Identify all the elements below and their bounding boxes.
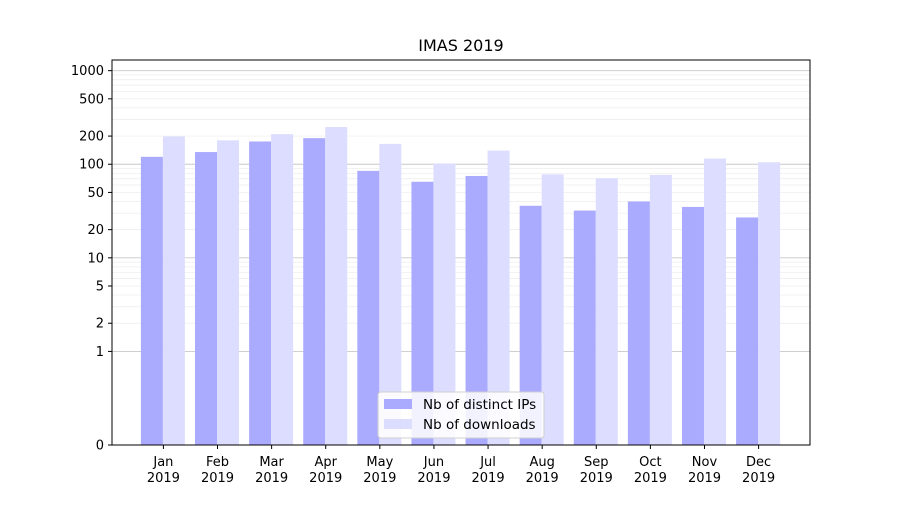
- y-tick-label: 500: [79, 92, 104, 107]
- y-tick-label: 10: [87, 251, 104, 266]
- x-tick-label-month: Dec: [746, 455, 771, 470]
- bar-downloads: [325, 127, 348, 445]
- x-tick-label-year: 2019: [201, 471, 234, 486]
- x-tick-label-month: Apr: [314, 455, 337, 470]
- y-tick-label: 1000: [71, 64, 104, 79]
- bar-distinct-ips: [465, 175, 488, 445]
- legend-swatch: [384, 419, 412, 429]
- bar-downloads: [595, 178, 618, 445]
- bar-downloads: [379, 143, 402, 445]
- x-tick-label-year: 2019: [417, 471, 450, 486]
- x-tick-label-year: 2019: [580, 471, 613, 486]
- bar-downloads: [649, 174, 672, 445]
- y-tick-label: 20: [87, 223, 104, 238]
- bar-downloads: [541, 174, 564, 445]
- bar-downloads: [487, 150, 510, 445]
- x-tick-label-month: Jun: [423, 455, 444, 470]
- bar-distinct-ips: [303, 138, 326, 446]
- bar-distinct-ips: [573, 210, 596, 445]
- bar-downloads: [162, 136, 185, 445]
- y-tick-label: 1: [96, 345, 104, 360]
- legend-swatch: [384, 399, 412, 409]
- x-tick-label-year: 2019: [472, 471, 505, 486]
- bar-distinct-ips: [411, 181, 434, 446]
- y-tick-label: 0: [96, 439, 104, 454]
- y-tick-label: 5: [96, 280, 104, 295]
- bar-distinct-ips: [249, 141, 272, 445]
- bars: [140, 127, 781, 446]
- bar-distinct-ips: [519, 205, 542, 445]
- bar-distinct-ips: [681, 206, 704, 445]
- legend-box: [377, 391, 545, 439]
- x-tick-label-month: Sep: [584, 455, 609, 470]
- bar-distinct-ips: [140, 156, 163, 446]
- x-tick-label-year: 2019: [147, 471, 180, 486]
- x-tick-label-year: 2019: [526, 471, 559, 486]
- bar-downloads: [433, 163, 456, 445]
- x-tick-label-month: Aug: [529, 455, 554, 470]
- bar-downloads: [271, 134, 294, 446]
- legend-label: Nb of downloads: [423, 417, 536, 433]
- y-tick-label: 2: [96, 317, 104, 332]
- bar-distinct-ips: [195, 152, 218, 445]
- y-axis: 0 1 2 5 10 20 50 100 200 500 1000: [71, 64, 112, 454]
- y-tick-label: 100: [79, 158, 104, 173]
- x-tick-label-year: 2019: [255, 471, 288, 486]
- bar-downloads: [217, 140, 240, 445]
- x-tick-label-month: May: [366, 455, 393, 470]
- bar-downloads: [758, 162, 781, 446]
- x-tick-label-year: 2019: [688, 471, 721, 486]
- y-tick-label: 200: [79, 130, 104, 145]
- x-tick-label-month: Jan: [152, 455, 173, 470]
- x-tick-label-year: 2019: [363, 471, 396, 486]
- legend-label: Nb of distinct IPs: [423, 397, 536, 413]
- plot-frame: [111, 59, 811, 446]
- chart-title: IMAS 2019: [418, 36, 503, 55]
- x-tick-label-year: 2019: [742, 471, 775, 486]
- x-tick-label-month: Feb: [206, 455, 229, 470]
- x-tick-label-month: Oct: [639, 455, 661, 470]
- x-tick-label-month: Mar: [259, 455, 284, 470]
- bar-distinct-ips: [357, 170, 380, 446]
- bar-distinct-ips: [736, 217, 759, 445]
- x-tick-label-month: Jul: [479, 455, 496, 470]
- bar-downloads: [703, 158, 726, 445]
- x-tick-label-year: 2019: [309, 471, 342, 486]
- x-axis: Jan2019Feb2019Mar2019Apr2019May2019Jun20…: [147, 445, 775, 486]
- x-tick-label-month: Nov: [692, 455, 718, 470]
- y-tick-label: 50: [87, 186, 104, 201]
- legend: Nb of distinct IPs Nb of downloads: [377, 391, 545, 439]
- x-tick-label-year: 2019: [634, 471, 667, 486]
- bar-distinct-ips: [627, 201, 650, 445]
